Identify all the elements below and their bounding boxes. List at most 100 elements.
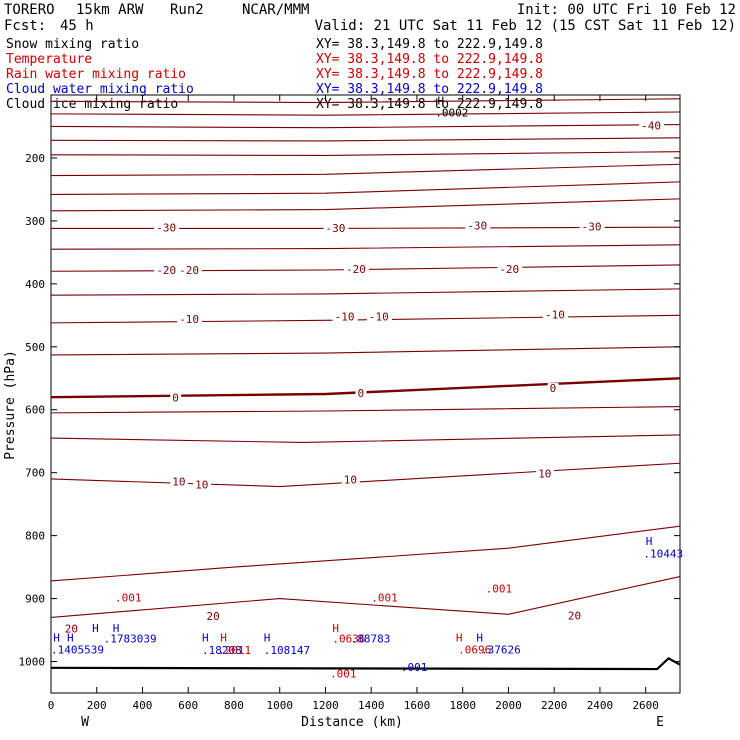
isotherm-label: 10 bbox=[172, 475, 185, 488]
mixing-ratio-annotation: .0636 bbox=[332, 633, 365, 646]
mixing-ratio-annotation: H bbox=[456, 631, 463, 644]
y-tick-label: 900 bbox=[25, 593, 45, 606]
legend-field-xy: XY= 38.3,149.8 to 222.9,149.8 bbox=[316, 37, 543, 52]
org-label: NCAR/MMM bbox=[242, 2, 309, 18]
mixing-ratio-annotation: .0696 bbox=[458, 643, 491, 656]
isotherm-label: -20 bbox=[499, 263, 519, 276]
x-tick-label: 1800 bbox=[449, 699, 476, 712]
y-tick-label: 700 bbox=[25, 467, 45, 480]
isotherm-label-bg bbox=[497, 264, 523, 276]
isotherm-label-bg bbox=[355, 388, 367, 400]
isotherm-label: -10 bbox=[179, 313, 199, 326]
isotherm-line bbox=[50, 151, 681, 156]
mixing-ratio-annotation: .001 bbox=[115, 592, 142, 605]
mixing-ratio-annotation: H bbox=[113, 622, 120, 635]
isotherm-label-bg bbox=[323, 223, 349, 235]
isotherm-line bbox=[50, 163, 681, 177]
isotherm-label-bg bbox=[547, 383, 559, 395]
isotherm-label-bg bbox=[465, 220, 491, 232]
isotherm-label: -30 bbox=[467, 220, 487, 233]
legend-field-name: Cloud ice mixing ratio bbox=[6, 97, 178, 112]
mixing-ratio-annotation: H bbox=[476, 631, 483, 644]
isotherm-label: -30 bbox=[325, 222, 345, 235]
mixing-ratio-annotation: H bbox=[332, 622, 339, 635]
isotherm-label: -10 bbox=[335, 310, 355, 323]
isotherm-label-bg bbox=[154, 264, 180, 276]
isotherm-line bbox=[50, 181, 681, 196]
isotherm-label-bg bbox=[341, 474, 360, 486]
isotherm-label-bg bbox=[204, 610, 223, 622]
isotherm-label-bg bbox=[177, 264, 203, 276]
east-end-label: E bbox=[656, 715, 664, 730]
legend-field-xy: XY= 38.3,149.8 to 222.9,149.8 bbox=[316, 52, 543, 67]
fcst-label: Fcst: bbox=[4, 18, 46, 34]
x-tick-label: 1000 bbox=[266, 699, 293, 712]
mixing-ratio-annotation: .0002 bbox=[435, 106, 468, 119]
isotherm-line bbox=[50, 525, 681, 582]
x-tick-label: 2200 bbox=[541, 699, 568, 712]
x-tick-label: 2400 bbox=[587, 699, 614, 712]
isotherm-label: -10 bbox=[369, 310, 389, 323]
isotherm-label: -20 bbox=[179, 264, 199, 277]
isotherm-line bbox=[50, 434, 681, 444]
isotherm-label: 20 bbox=[207, 610, 220, 623]
isotherm-line bbox=[50, 124, 681, 129]
isotherm-label-bg bbox=[366, 311, 392, 323]
isotherm-label-bg bbox=[543, 309, 569, 321]
x-tick-label: 400 bbox=[133, 699, 153, 712]
legend-field-xy: XY= 38.3,149.8 to 222.9,149.8 bbox=[316, 67, 543, 82]
mixing-ratio-annotation: H bbox=[438, 94, 445, 107]
isotherm-label: 0 bbox=[357, 387, 364, 400]
isotherm-label-bg bbox=[62, 623, 81, 635]
plot-area: -40-30 -30 -30 -30-20 -20 -20 -20-10 -10 -10 -100… bbox=[19, 94, 684, 712]
isotherm-label: 10 bbox=[195, 478, 208, 491]
isotherm-label-bg bbox=[332, 311, 358, 323]
x-tick-label: 600 bbox=[178, 699, 198, 712]
isotherm-label: -20 bbox=[156, 264, 176, 277]
isotherm-label-bg bbox=[177, 313, 203, 325]
isotherm-line bbox=[50, 377, 681, 399]
isotherm-label: 0 bbox=[172, 392, 179, 405]
mixing-ratio-annotation: .37626 bbox=[481, 643, 521, 656]
mixing-ratio-annotation: H bbox=[53, 631, 60, 644]
isotherm-label-bg bbox=[565, 610, 584, 622]
mixing-ratio-annotation: .10443 bbox=[643, 548, 683, 561]
mixing-ratio-annotation: .001 bbox=[486, 582, 512, 595]
isotherm-label: -30 bbox=[582, 220, 602, 233]
isotherm-label-bg bbox=[639, 120, 665, 132]
x-tick-label: 1400 bbox=[358, 699, 385, 712]
y-axis-title: Pressure (hPa) bbox=[3, 350, 18, 460]
isotherm-label: 20 bbox=[65, 623, 78, 636]
mixing-ratio-annotation: H bbox=[264, 631, 271, 644]
legend-field-name: Snow mixing ratio bbox=[6, 37, 139, 52]
config-label: 15km ARW bbox=[76, 2, 144, 18]
model-label: TORERO bbox=[4, 2, 55, 18]
west-end-label: W bbox=[81, 715, 89, 730]
isotherm-label-bg bbox=[154, 222, 180, 234]
x-axis-title: Distance (km) bbox=[301, 715, 403, 730]
legend-field-name: Cloud water mixing ratio bbox=[6, 82, 194, 97]
isotherm-label: -30 bbox=[156, 222, 176, 235]
init-label: Init: 00 UTC Fri 10 Feb 12 bbox=[517, 2, 736, 18]
mixing-ratio-annotation: .001 bbox=[401, 661, 428, 674]
y-tick-label: 200 bbox=[25, 152, 45, 165]
mixing-ratio-annotation: .1405539 bbox=[51, 643, 104, 656]
isotherm-line bbox=[50, 346, 681, 356]
y-tick-label: 400 bbox=[25, 278, 45, 291]
mixing-ratio-annotation: .108147 bbox=[264, 644, 310, 657]
y-tick-label: 600 bbox=[25, 404, 45, 417]
isotherm-line bbox=[50, 462, 681, 488]
plot-frame bbox=[50, 94, 681, 694]
isotherm-line bbox=[50, 264, 681, 272]
isotherm-label: 10 bbox=[344, 473, 357, 486]
isotherm-line bbox=[50, 198, 681, 212]
isotherm-label-bg bbox=[193, 479, 212, 491]
mixing-ratio-annotation: .2011 bbox=[218, 644, 251, 657]
terrain-line bbox=[50, 657, 681, 671]
isotherm-label-bg bbox=[579, 221, 605, 233]
mixing-ratio-annotation: .88783 bbox=[351, 633, 391, 646]
isotherm-label: -20 bbox=[346, 263, 366, 276]
x-tick-label: 200 bbox=[87, 699, 107, 712]
mixing-ratio-annotation: .001 bbox=[330, 667, 357, 680]
